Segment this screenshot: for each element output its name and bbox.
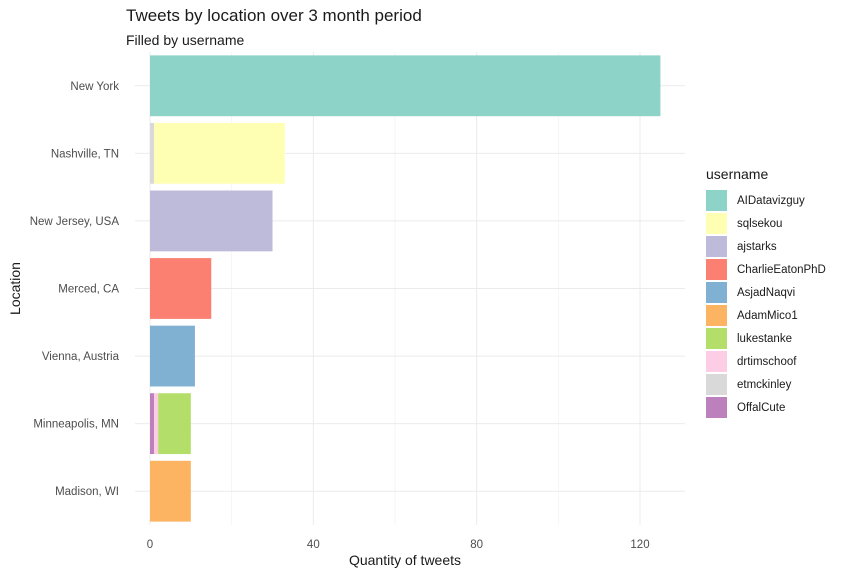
legend-key xyxy=(706,397,727,418)
y-tick-label: New Jersey, USA xyxy=(30,216,120,228)
legend-item: AsjadNaqvi xyxy=(706,281,826,304)
y-tick-label: New York xyxy=(70,81,119,93)
bar-lukestanke xyxy=(158,393,191,455)
x-tick-label: 0 xyxy=(147,539,153,551)
legend-item: etmckinley xyxy=(706,373,826,396)
legend-key xyxy=(706,259,727,280)
x-tick-label: 40 xyxy=(307,539,320,551)
legend-key xyxy=(706,236,727,257)
legend-label: AdamMico1 xyxy=(737,309,798,322)
y-tick-label: Vienna, Austria xyxy=(42,351,120,363)
x-axis-title: Quantity of tweets xyxy=(349,552,461,568)
bar-AIDatavizguy xyxy=(150,55,661,117)
legend-item: AIDatavizguy xyxy=(706,189,826,212)
legend-key xyxy=(706,374,727,395)
legend-label: AIDatavizguy xyxy=(737,194,805,207)
bar-ajstarks xyxy=(150,190,273,252)
x-tick-label: 120 xyxy=(630,539,649,551)
bar-OffalCute xyxy=(150,393,155,455)
legend-item: lukestanke xyxy=(706,327,826,350)
legend-item: CharlieEatonPhD xyxy=(706,258,826,281)
legend-key xyxy=(706,328,727,349)
legend-item: OffalCute xyxy=(706,396,826,419)
legend-key xyxy=(706,190,727,211)
bar-AsjadNaqvi xyxy=(150,325,195,387)
y-tick-label: Madison, WI xyxy=(55,486,119,498)
legend-label: sqlsekou xyxy=(737,217,783,230)
legend-key xyxy=(706,351,727,372)
legend-key xyxy=(706,305,727,326)
legend-item: sqlsekou xyxy=(706,212,826,235)
bar-CharlieEatonPhD xyxy=(150,258,212,319)
y-tick-label: Minneapolis, MN xyxy=(33,419,119,431)
bar-etmckinley xyxy=(150,122,155,184)
bar-sqlsekou xyxy=(154,122,285,184)
legend-label: OffalCute xyxy=(737,401,786,414)
legend-item: AdamMico1 xyxy=(706,304,826,327)
legend-item: ajstarks xyxy=(706,235,826,258)
legend-title: username xyxy=(706,166,769,182)
legend-items: AIDatavizguy sqlsekou ajstarks CharlieEaton… xyxy=(706,189,826,419)
bar-drtimschoof xyxy=(154,393,159,455)
y-tick-label: Nashville, TN xyxy=(51,148,119,160)
legend-label: AsjadNaqvi xyxy=(737,286,796,299)
legend: username AIDatavizguy sqlsekou ajstarks Cha… xyxy=(706,166,826,419)
legend-key xyxy=(706,282,727,303)
chart-title: Tweets by location over 3 month period xyxy=(126,6,422,25)
y-axis-title: Location xyxy=(7,262,23,315)
chart-subtitle: Filled by username xyxy=(126,32,245,48)
legend-label: ajstarks xyxy=(737,240,777,253)
legend-label: lukestanke xyxy=(737,332,792,345)
legend-item: drtimschoof xyxy=(706,350,826,373)
legend-label: etmckinley xyxy=(737,378,792,391)
legend-key xyxy=(706,213,727,234)
y-tick-label: Merced, CA xyxy=(58,284,119,296)
legend-label: CharlieEatonPhD xyxy=(737,263,826,276)
bar-AdamMico1 xyxy=(150,460,191,522)
legend-label: drtimschoof xyxy=(737,355,797,368)
x-tick-label: 80 xyxy=(470,539,483,551)
